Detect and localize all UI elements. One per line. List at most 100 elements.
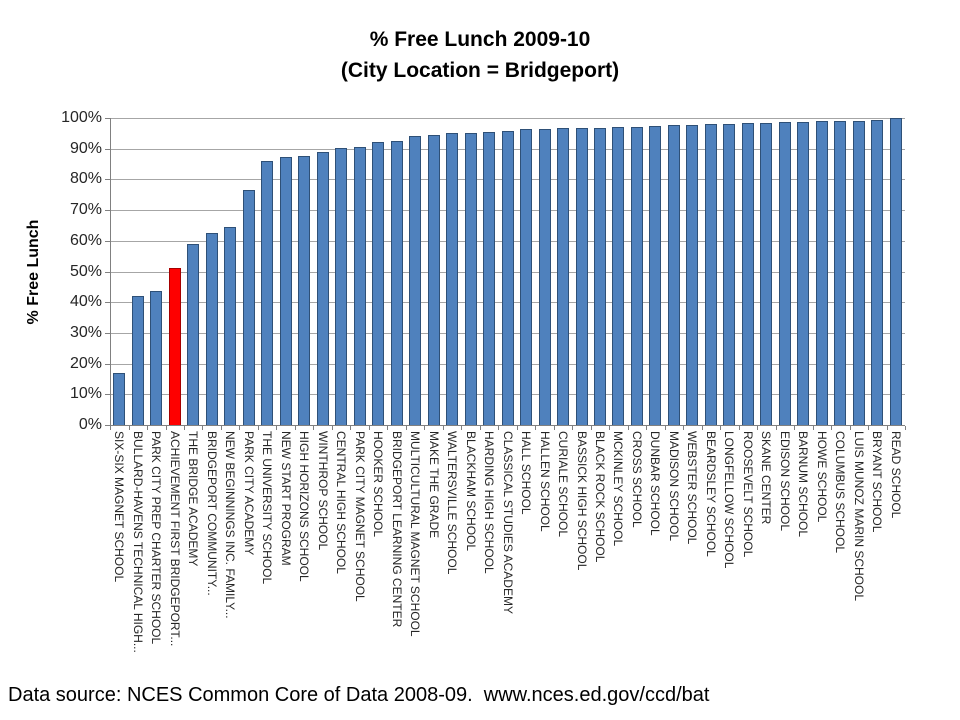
x-axis-tick — [794, 426, 796, 430]
x-axis-label: NEW START PROGRAM — [278, 431, 293, 566]
bar — [741, 123, 754, 425]
y-axis-tick-label: 40% — [69, 293, 102, 310]
bar — [446, 133, 458, 425]
y-axis-tick — [105, 333, 110, 334]
chart-title-line1: % Free Lunch 2009-10 — [369, 28, 591, 51]
x-axis-tick — [368, 426, 370, 430]
y-axis-tick-label: 10% — [69, 385, 102, 402]
x-axis-label: MAKE THE GRADE — [426, 431, 441, 539]
x-axis-label: WALTERSVILLE SCHOOL — [445, 431, 459, 575]
x-axis-label: BEARDSLEY SCHOOL — [703, 431, 718, 557]
bar — [113, 373, 126, 425]
bar — [353, 147, 366, 425]
data-source-note: Data source: NCES Common Core of Data 20… — [8, 684, 710, 706]
x-axis-tick — [849, 426, 851, 430]
x-axis-label: ACHIEVEMENT FIRST BRIDGEPORT... — [167, 431, 182, 647]
bar — [557, 128, 569, 425]
x-axis-tick — [350, 426, 352, 430]
x-axis-tick — [905, 426, 906, 430]
x-axis-label: READ SCHOOL — [888, 431, 903, 519]
y-axis-tick-label: 80% — [69, 170, 102, 187]
x-axis-label: WINTHROP SCHOOL — [315, 431, 330, 551]
y-axis-tick-label: 0% — [78, 416, 102, 433]
x-axis-tick — [461, 426, 463, 430]
x-axis-tick — [165, 426, 167, 430]
x-axis-label: EDISON SCHOOL — [777, 431, 792, 532]
x-axis-label: HOOKER SCHOOL — [371, 431, 386, 538]
x-axis-label: BASSICK HIGH SCHOOL — [574, 431, 589, 571]
x-axis-label: PARK CITY MAGNET SCHOOL — [352, 431, 367, 602]
bar — [520, 129, 532, 425]
y-axis-tick-label: 70% — [69, 201, 102, 218]
x-axis-label: SKANE CENTER — [759, 431, 774, 525]
x-axis-tick — [757, 426, 759, 430]
x-axis-label: HARDING HIGH SCHOOL — [482, 431, 496, 574]
bar — [409, 136, 422, 425]
y-axis-tick — [105, 302, 110, 303]
x-axis-label: BRIDGEPORT LEARNING CENTER — [389, 431, 404, 628]
bar — [871, 120, 884, 425]
x-axis-label: HOWE SCHOOL — [814, 431, 829, 523]
x-axis-label: COLUMBUS SCHOOL — [833, 431, 848, 554]
x-axis-tick — [590, 426, 592, 430]
bar — [335, 148, 348, 425]
y-axis-tick — [105, 179, 110, 180]
x-axis-label: HALLEN SCHOOL — [537, 431, 552, 532]
x-axis-tick — [128, 426, 130, 430]
x-axis-tick — [683, 426, 685, 430]
x-axis-tick — [775, 426, 777, 430]
bar — [390, 141, 403, 425]
x-axis-tick — [627, 426, 629, 430]
x-axis-tick — [276, 426, 278, 430]
x-axis-label: BRIDGEPORT COMMUNITY... — [204, 431, 219, 596]
y-axis-tick-label: 90% — [69, 140, 102, 157]
bar — [649, 126, 662, 425]
bar — [501, 131, 514, 425]
y-axis-title: % Free Lunch — [25, 219, 42, 325]
bar — [261, 161, 274, 425]
x-axis-tick — [405, 426, 407, 430]
y-axis-tick — [105, 210, 110, 211]
x-axis-label: BLACKHAM SCHOOL — [463, 431, 478, 552]
y-axis-tick-label: 50% — [69, 263, 102, 280]
x-axis-label: LUIS MUNOZ MARIN SCHOOL — [851, 431, 866, 602]
gridline — [110, 118, 905, 119]
bar — [298, 156, 311, 425]
x-axis-label: CURIALE SCHOOL — [556, 431, 570, 538]
bar — [686, 125, 699, 425]
y-axis-tick-label: 100% — [61, 109, 102, 126]
x-axis-tick — [331, 426, 333, 430]
x-axis-label: WEBSTER SCHOOL — [685, 431, 700, 545]
bar — [667, 125, 680, 425]
x-axis-label: CROSS SCHOOL — [629, 431, 644, 528]
x-axis-tick — [313, 426, 315, 430]
x-axis-label: LONGFELLOW SCHOOL — [722, 431, 737, 569]
bar-highlighted — [168, 268, 181, 425]
x-axis-tick — [868, 426, 869, 430]
bar — [815, 121, 828, 425]
bar — [704, 124, 717, 425]
bar — [464, 133, 477, 425]
x-axis-tick — [516, 426, 518, 430]
x-axis-label: NEW BEGINNINGS INC. FAMILY... — [223, 431, 238, 619]
x-axis-tick — [239, 426, 241, 430]
x-axis-tick — [886, 426, 888, 430]
x-axis-label: THE UNIVERSITY SCHOOL — [260, 431, 275, 585]
x-axis-label: CLASSICAL STUDIES ACADEMY — [500, 431, 515, 614]
bar — [797, 122, 810, 425]
x-axis-tick — [572, 426, 574, 430]
x-axis-label: CENTRAL HIGH SCHOOL — [334, 431, 349, 574]
bar — [889, 118, 902, 425]
x-axis-tick — [202, 426, 204, 430]
x-axis-tick — [738, 426, 740, 430]
x-axis-tick — [442, 426, 444, 430]
x-axis-tick — [110, 426, 111, 430]
bar — [131, 296, 144, 425]
bar — [723, 124, 736, 425]
bar — [187, 244, 200, 425]
y-axis-tick-label: 30% — [69, 324, 102, 341]
bar — [205, 233, 218, 425]
x-axis-tick — [498, 426, 500, 430]
x-axis-tick — [553, 426, 555, 430]
